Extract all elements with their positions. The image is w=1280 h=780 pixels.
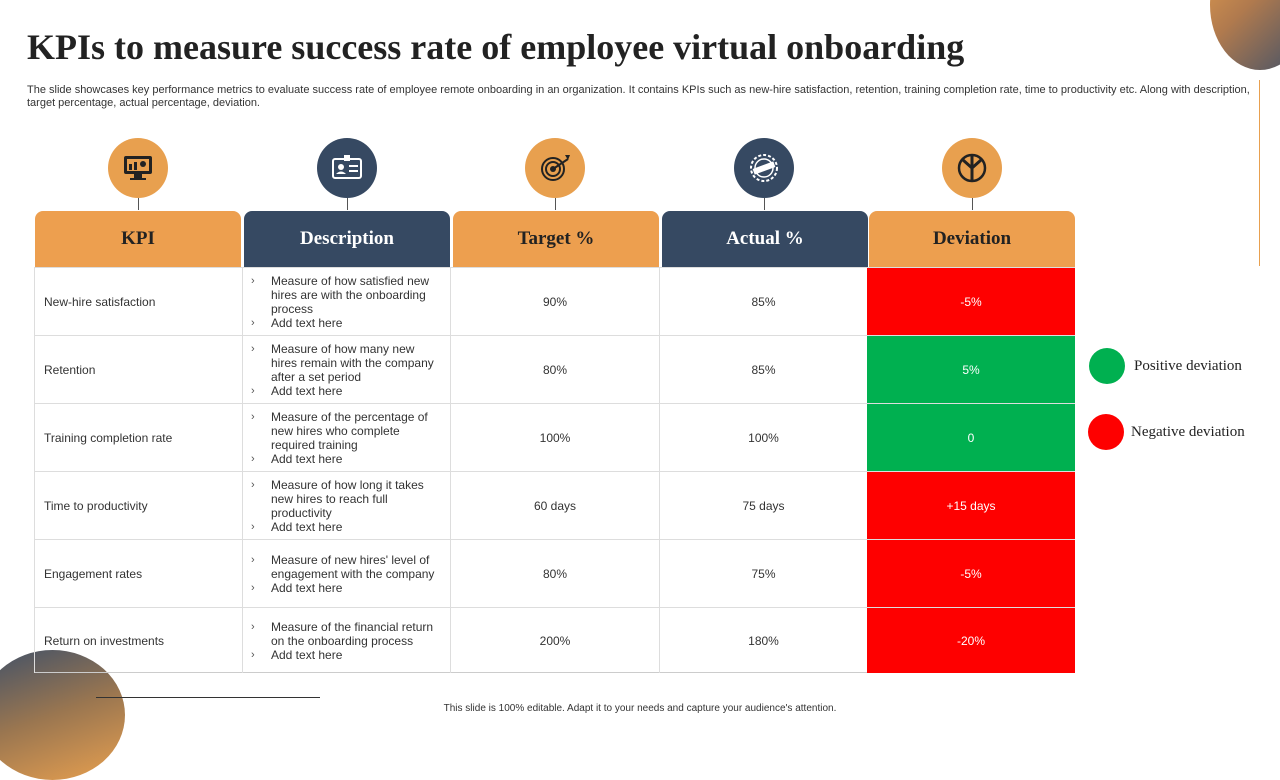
add-text-placeholder[interactable]: Add text here [271,316,343,330]
actual-value: 85% [659,336,867,404]
icon-stem [347,198,348,210]
icon-stem [138,198,139,210]
deviation-value: -20% [867,608,1075,673]
description-text: Measure of how long it takes new hires t… [271,478,424,520]
deviation-value: 5% [867,336,1075,404]
chevron-right-icon: › [251,648,255,661]
deviation-value: -5% [867,540,1075,608]
target-value: 80% [450,336,659,404]
table-row: Time to productivity › Measure of how lon… [34,471,1075,540]
chevron-right-icon: › [251,411,255,423]
shield-icon [942,138,1002,198]
target-value: 60 days [450,472,659,540]
corner-decoration-top-right [1210,0,1280,70]
slide-subtitle: The slide showcases key performance metr… [27,84,1250,109]
target-value: 80% [450,540,659,608]
description-cell: › Measure of the percentage of new hires … [242,404,450,472]
deviation-value: +15 days [867,472,1075,540]
actual-value: 75 days [659,472,867,540]
legend-negative-label: Negative deviation [1131,423,1245,440]
footer-note: This slide is 100% editable. Adapt it to… [443,703,837,714]
positive-dot-icon [1089,348,1125,384]
chevron-right-icon: › [251,343,255,355]
kpi-name: Retention [34,336,242,404]
add-text-placeholder[interactable]: Add text here [271,520,343,534]
negative-dot-icon [1088,414,1124,450]
legend-negative: Negative deviation [1088,414,1245,450]
legend-positive-label: Positive deviation [1134,357,1242,374]
icon-stem [764,198,765,210]
kpi-name: Training completion rate [34,404,242,472]
chevron-right-icon: › [251,385,255,397]
actual-value: 75% [659,540,867,608]
legend-positive: Positive deviation [1089,348,1242,384]
description-cell: › Measure of new hires' level of engageme… [242,540,450,608]
add-text-placeholder[interactable]: Add text here [271,452,343,466]
target-value: 100% [450,404,659,472]
header-deviation: Deviation [869,211,1075,267]
header-actual: Actual % [662,211,868,267]
chevron-right-icon: › [251,582,255,594]
quality-seal-icon [734,138,794,198]
header-target: Target % [453,211,659,267]
target-value: 200% [450,608,659,673]
description-text: Measure of how many new hires remain wit… [271,342,434,384]
computer-chart-icon [108,138,168,198]
add-text-placeholder[interactable]: Add text here [271,384,343,398]
chevron-right-icon: › [251,479,255,491]
chevron-right-icon: › [251,620,255,633]
description-text: Measure of the financial return on the o… [271,619,434,648]
target-icon [525,138,585,198]
table-row: Retention › Measure of how many new hires… [34,335,1075,404]
chevron-right-icon: › [251,317,255,329]
footer-divider [96,697,320,698]
target-value: 90% [450,268,659,336]
slide-title: KPIs to measure success rate of employee… [27,27,965,67]
description-cell: › Measure of how satisfied new hires are … [242,268,450,336]
add-text-placeholder[interactable]: Add text here [271,581,343,595]
description-text: Measure of how satisfied new hires are w… [271,274,430,316]
accent-line [1259,80,1260,266]
kpi-name: Time to productivity [34,472,242,540]
kpi-name: Return on investments [34,608,242,673]
id-card-icon [317,138,377,198]
kpi-table: New-hire satisfaction › Measure of how sa… [34,267,1075,673]
kpi-name: Engagement rates [34,540,242,608]
actual-value: 100% [659,404,867,472]
chevron-right-icon: › [251,453,255,465]
deviation-value: 0 [867,404,1075,472]
add-text-placeholder[interactable]: Add text here [271,647,343,662]
description-cell: › Measure of the financial return on the … [242,608,450,673]
table-row: Return on investments › Measure of the fi… [34,607,1075,673]
actual-value: 85% [659,268,867,336]
description-cell: › Measure of how many new hires remain wi… [242,336,450,404]
icon-stem [555,198,556,210]
table-row: Engagement rates › Measure of new hires' … [34,539,1075,608]
description-text: Measure of new hires' level of engagemen… [271,553,435,581]
table-row: New-hire satisfaction › Measure of how sa… [34,267,1075,336]
header-kpi: KPI [35,211,241,267]
kpi-name: New-hire satisfaction [34,268,242,336]
chevron-right-icon: › [251,554,255,566]
deviation-value: -5% [867,268,1075,336]
chevron-right-icon: › [251,275,255,287]
icon-stem [972,198,973,210]
header-description: Description [244,211,450,267]
description-cell: › Measure of how long it takes new hires … [242,472,450,540]
table-row: Training completion rate › Measure of the… [34,403,1075,472]
description-text: Measure of the percentage of new hires w… [271,410,428,452]
chevron-right-icon: › [251,521,255,533]
actual-value: 180% [659,608,867,673]
